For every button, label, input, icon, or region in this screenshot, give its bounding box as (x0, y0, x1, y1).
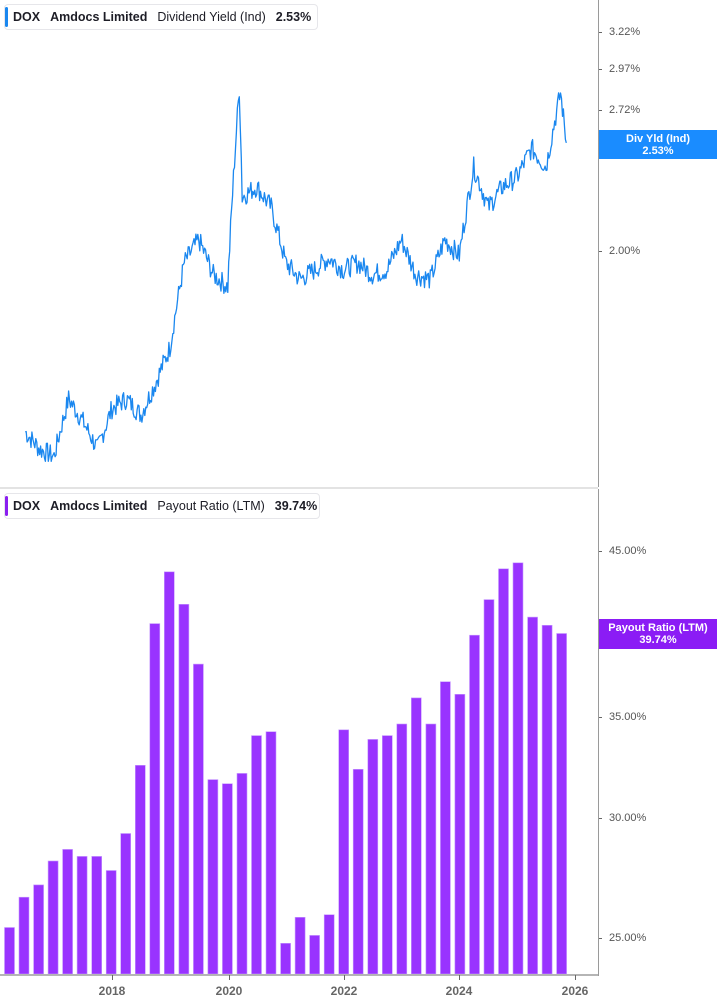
payout-ratio-bar[interactable] (381, 735, 393, 975)
y-tick-label: 35.00% (609, 711, 647, 723)
payout-ratio-bar[interactable] (440, 681, 451, 975)
y-tick-mark (599, 818, 602, 819)
y-tick-label: 45.00% (609, 545, 647, 557)
legend-value: 2.53% (275, 10, 312, 24)
payout-ratio-bar[interactable] (367, 739, 379, 975)
payout-ratio-bar[interactable] (18, 896, 30, 975)
payout-ratio-bar[interactable] (280, 942, 291, 975)
payout-ratio-bar[interactable] (62, 849, 73, 975)
x-tick-label: 2020 (215, 984, 243, 998)
flag-value: 2.53% (642, 145, 674, 157)
dividend-yield-line[interactable] (25, 92, 567, 462)
payout-ratio-bar-plot (4, 562, 567, 975)
y-tick-mark (599, 251, 602, 252)
y-tick-mark (599, 551, 602, 552)
payout-ratio-bar[interactable] (4, 927, 15, 975)
y-tick-label: 2.97% (609, 63, 641, 75)
payout-ratio-bar[interactable] (236, 773, 248, 975)
flag-label: Div Yld (Ind) (626, 133, 690, 145)
payout-ratio-bar[interactable] (164, 571, 175, 975)
payout-ratio-bar[interactable] (76, 856, 88, 975)
payout-ratio-bar[interactable] (251, 735, 262, 975)
x-tick-mark (575, 975, 576, 980)
x-axis-line (0, 974, 598, 976)
dividend-yield-current-flag: Div Yld (Ind) 2.53% (599, 130, 717, 159)
x-tick-label: 2018 (98, 984, 126, 998)
payout-ratio-bar[interactable] (222, 783, 233, 975)
panel-divider (0, 487, 598, 489)
legend-color-swatch (5, 7, 8, 27)
payout-ratio-bar[interactable] (556, 633, 567, 975)
payout-ratio-bar[interactable] (483, 599, 495, 975)
payout-ratio-bar[interactable] (33, 884, 44, 975)
payout-ratio-bar[interactable] (396, 723, 408, 975)
dividend-yield-line-plot (25, 92, 567, 462)
payout-ratio-legend[interactable]: DOX Amdocs Limited Payout Ratio (LTM) 39… (4, 493, 320, 519)
y-axis-line-bottom (598, 489, 599, 976)
y-tick-label: 2.00% (609, 245, 641, 257)
y-tick-mark (599, 110, 602, 111)
payout-ratio-bar[interactable] (338, 729, 350, 975)
y-tick-label: 3.22% (609, 26, 641, 38)
payout-ratio-bar[interactable] (498, 568, 509, 975)
payout-ratio-bar[interactable] (47, 860, 59, 975)
payout-ratio-bar[interactable] (178, 603, 190, 975)
payout-ratio-bar[interactable] (294, 916, 306, 975)
legend-ticker: DOX (13, 10, 41, 24)
payout-ratio-bar[interactable] (91, 856, 102, 975)
y-tick-label: 25.00% (609, 932, 647, 944)
payout-ratio-bar[interactable] (309, 935, 320, 975)
payout-ratio-bar[interactable] (527, 616, 538, 975)
dividend-yield-panel: DOX Amdocs Limited Dividend Yield (Ind) … (0, 0, 717, 487)
payout-ratio-current-flag: Payout Ratio (LTM) 39.74% (599, 619, 717, 649)
y-tick-mark (599, 32, 602, 33)
payout-ratio-bar[interactable] (149, 623, 161, 975)
y-tick-label: 2.72% (609, 104, 641, 116)
x-tick-label: 2022 (330, 984, 358, 998)
flag-value: 39.74% (639, 634, 677, 646)
payout-ratio-bar[interactable] (265, 731, 277, 975)
payout-ratio-bar[interactable] (469, 634, 480, 975)
legend-company: Amdocs Limited (50, 10, 148, 24)
payout-ratio-bar[interactable] (541, 624, 553, 975)
x-tick-label: 2026 (561, 984, 589, 998)
x-tick-mark (229, 975, 230, 980)
legend-ticker: DOX (13, 499, 41, 513)
flag-label: Payout Ratio (LTM) (608, 622, 708, 634)
payout-ratio-bar[interactable] (193, 663, 204, 975)
payout-ratio-bar[interactable] (135, 764, 146, 975)
y-axis-line (598, 0, 599, 487)
y-tick-label: 30.00% (609, 812, 647, 824)
y-tick-mark (599, 717, 602, 718)
legend-color-swatch (5, 496, 8, 516)
y-tick-mark (599, 938, 602, 939)
payout-ratio-bar[interactable] (454, 693, 466, 975)
x-tick-mark (344, 975, 345, 980)
payout-ratio-bar[interactable] (512, 562, 524, 975)
payout-ratio-bar[interactable] (323, 914, 335, 975)
payout-ratio-bar[interactable] (207, 779, 219, 975)
payout-ratio-panel: DOX Amdocs Limited Payout Ratio (LTM) 39… (0, 489, 717, 1005)
x-tick-mark (459, 975, 460, 980)
payout-ratio-bar[interactable] (352, 768, 364, 975)
x-tick-label: 2024 (445, 984, 473, 998)
legend-metric: Dividend Yield (Ind) (157, 10, 266, 24)
payout-ratio-bar[interactable] (105, 870, 117, 975)
payout-ratio-bar[interactable] (120, 833, 131, 975)
x-tick-mark (112, 975, 113, 980)
legend-company: Amdocs Limited (50, 499, 148, 513)
payout-ratio-bar[interactable] (410, 697, 422, 975)
y-tick-mark (599, 69, 602, 70)
legend-metric: Payout Ratio (LTM) (157, 499, 265, 513)
legend-value: 39.74% (274, 499, 318, 513)
dividend-yield-legend[interactable]: DOX Amdocs Limited Dividend Yield (Ind) … (4, 4, 318, 30)
payout-ratio-bar[interactable] (425, 723, 437, 975)
